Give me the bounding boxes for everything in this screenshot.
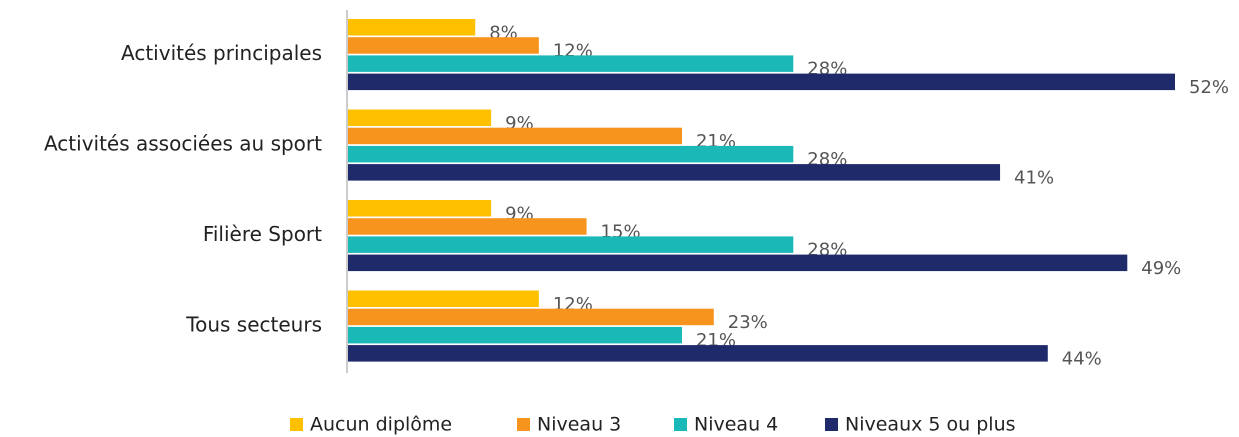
value-label: 52% <box>1189 77 1229 98</box>
bar <box>348 200 492 217</box>
bar <box>348 218 587 235</box>
bar <box>348 164 1001 181</box>
bar <box>348 73 1175 91</box>
value-label: 44% <box>1062 348 1102 369</box>
legend-label: Niveau 4 <box>694 414 778 436</box>
legend-swatch <box>674 418 687 431</box>
bar <box>348 19 476 36</box>
legend-label: Niveau 3 <box>537 414 621 436</box>
legend-swatch <box>290 418 303 431</box>
bar <box>348 127 682 145</box>
bar <box>348 55 794 72</box>
category-label: Activités principales <box>121 41 322 65</box>
legend-swatch <box>825 418 838 431</box>
bar <box>348 290 539 307</box>
category-label: Tous secteurs <box>185 312 322 336</box>
value-label: 41% <box>1014 167 1054 188</box>
category-label: Activités associées au sport <box>44 131 322 155</box>
bar <box>348 37 539 54</box>
bar <box>348 326 682 344</box>
legend-swatch <box>517 418 530 431</box>
bar <box>348 345 1048 362</box>
legend-label: Aucun diplôme <box>310 414 452 436</box>
bar <box>348 308 714 326</box>
value-label: 49% <box>1141 258 1181 279</box>
value-label: 23% <box>728 312 768 333</box>
bar <box>348 145 794 163</box>
bar <box>348 254 1128 272</box>
bar <box>348 109 492 126</box>
legend-label: Niveaux 5 ou plus <box>845 414 1016 436</box>
category-label: Filière Sport <box>203 222 322 246</box>
bar <box>348 236 794 253</box>
